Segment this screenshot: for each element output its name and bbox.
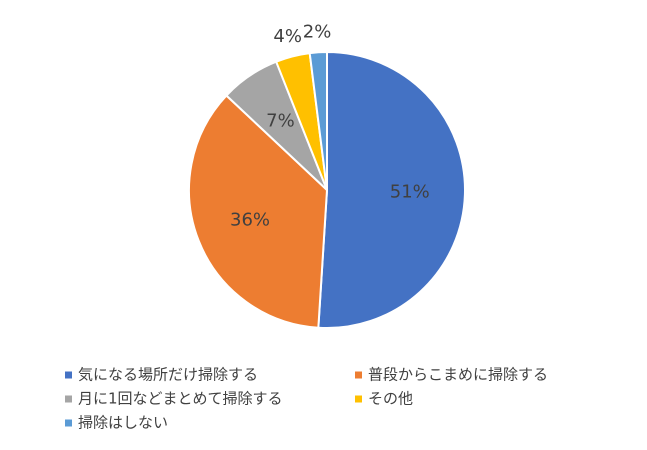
pie-slice — [317, 50, 466, 329]
pie-slice — [188, 94, 329, 329]
legend-label: 月に1回などまとめて掃除する — [78, 390, 283, 408]
legend-label: 普段からこまめに掃除する — [368, 366, 548, 384]
legend-marker — [65, 371, 72, 379]
legend-label: 気になる場所だけ掃除する — [78, 366, 258, 384]
pie-slice — [308, 50, 328, 191]
legend-marker — [355, 371, 362, 379]
data-label: 4% — [273, 26, 302, 47]
data-label: 36% — [230, 209, 270, 230]
data-label: 2% — [303, 21, 332, 42]
legend-marker — [65, 395, 72, 403]
legend-marker — [65, 419, 72, 427]
data-label: 51% — [390, 182, 430, 203]
legend-label: 掃除はしない — [78, 414, 168, 432]
data-label: 7% — [266, 111, 295, 132]
legend-marker — [355, 395, 362, 403]
legend-label: その他 — [368, 390, 413, 408]
